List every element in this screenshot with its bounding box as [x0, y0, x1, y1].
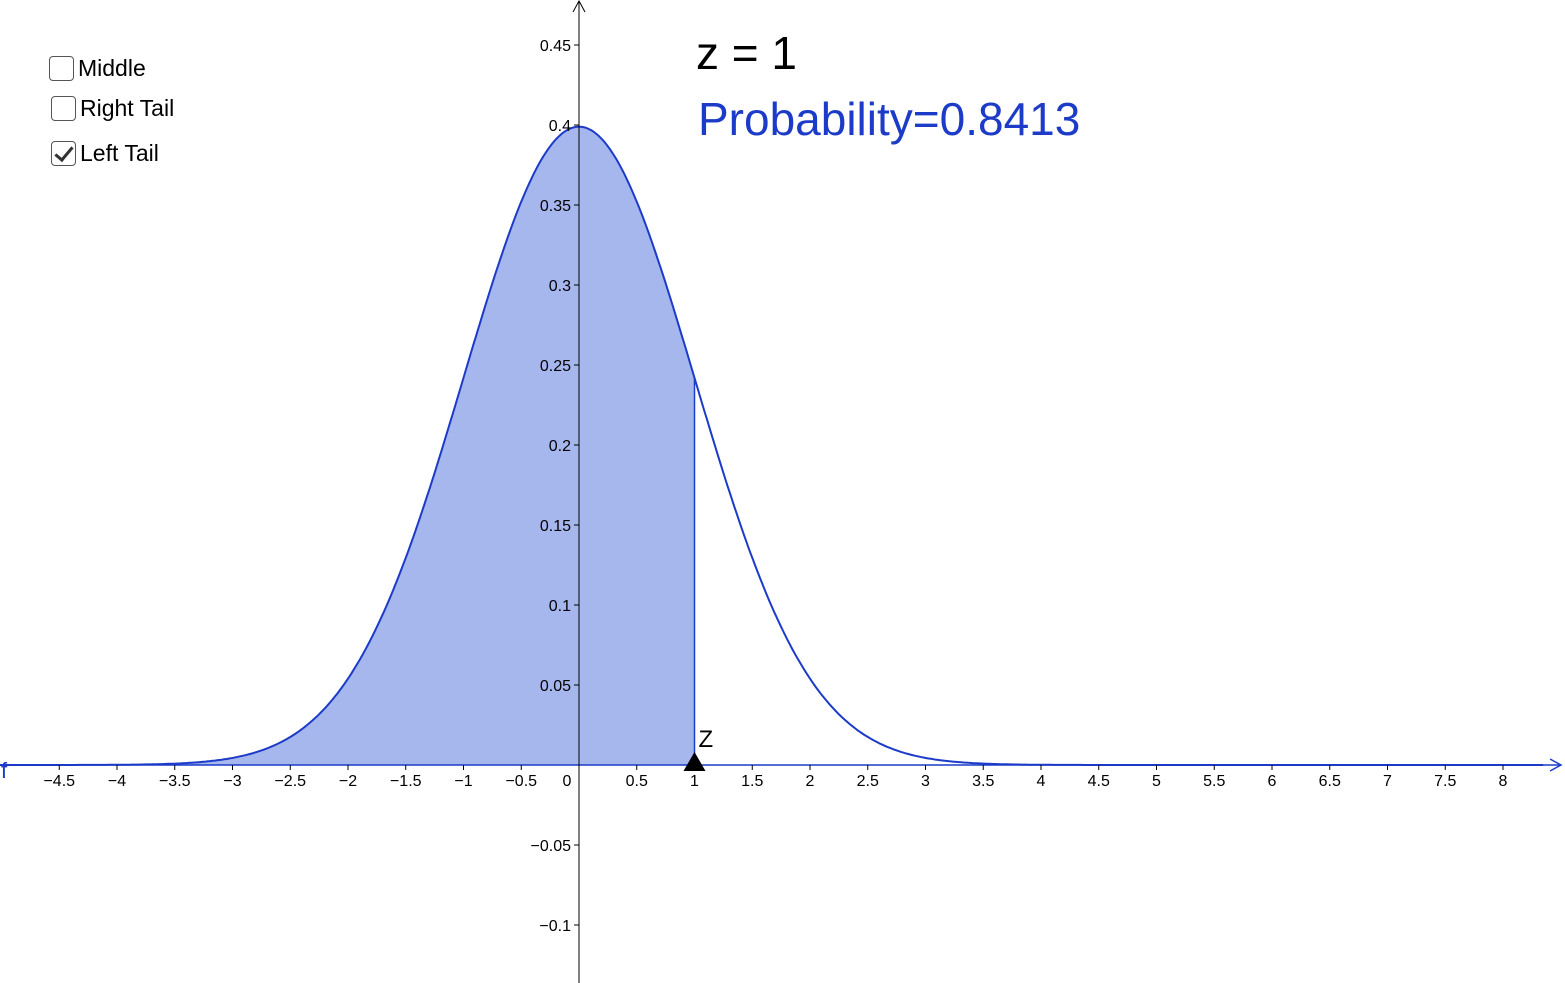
y-tick-label: 0.25: [540, 358, 571, 375]
x-tick-label: −3: [223, 773, 241, 790]
x-tick-label: 1.5: [741, 773, 763, 790]
x-tick-label: 7: [1383, 773, 1392, 790]
checkbox-left-tail-box[interactable]: [51, 141, 76, 166]
x-tick-label: −2: [339, 773, 357, 790]
x-tick-label: −4.5: [43, 773, 75, 790]
x-tick-label: 1: [690, 773, 699, 790]
probability-readout: Probability=0.8413: [698, 93, 1081, 145]
x-tick-label: −3.5: [159, 773, 191, 790]
checkbox-left-tail[interactable]: Left Tail: [51, 140, 159, 167]
y-tick-labels: 0.45 0.4 0.35 0.3 0.25 0.2 0.15 0.1 0.05 −0.05 −0.…: [531, 38, 579, 935]
x-tick-label: −1.5: [390, 773, 422, 790]
normal-density-curve[interactable]: [0, 125, 1544, 766]
x-tick-label: 6.5: [1319, 773, 1341, 790]
checkbox-right-tail[interactable]: Right Tail: [51, 95, 174, 122]
x-tick-label: 0.5: [626, 773, 648, 790]
x-tick-label: −2.5: [274, 773, 306, 790]
checkbox-middle-label: Middle: [78, 55, 146, 81]
shaded-left-tail-area: [0, 126, 695, 765]
y-tick-label: 0.1: [549, 598, 571, 615]
checkbox-middle[interactable]: Middle: [49, 55, 146, 82]
x-tick-label: 5: [1152, 773, 1161, 790]
x-tick-label: 2.5: [857, 773, 879, 790]
checkbox-left-tail-label: Left Tail: [80, 140, 159, 166]
y-axis-arrow-icon: [572, 0, 586, 13]
x-tick-label: 5.5: [1203, 773, 1225, 790]
y-tick-label: −0.05: [531, 838, 572, 855]
y-tick-label: 0.45: [540, 38, 571, 55]
y-tick-label: −0.1: [539, 918, 571, 935]
z-value-readout: z = 1: [696, 27, 798, 79]
x-tick-label: 4.5: [1088, 773, 1110, 790]
x-tick-label: 7.5: [1434, 773, 1456, 790]
z-point-label: Z: [699, 726, 714, 753]
x-tick-label: −1: [454, 773, 472, 790]
x-tick-label: 3.5: [972, 773, 994, 790]
x-tick-label: 2: [806, 773, 815, 790]
x-tick-labels: −4.5 −4 −3.5 −3 −2.5 −2 −1.5 −1 −0.5 0 0.5 1 1.5 2 2.5…: [43, 765, 1508, 790]
x-tick-label: −4: [108, 773, 126, 790]
y-tick-label: 0.4: [549, 118, 571, 135]
x-tick-label: 6: [1268, 773, 1277, 790]
y-tick-label: 0.15: [540, 518, 571, 535]
y-tick-label: 0.35: [540, 198, 571, 215]
z-point-triangle-icon[interactable]: [683, 752, 706, 771]
y-tick-label: 0.2: [549, 438, 571, 455]
x-axis-arrow-icon: [1549, 758, 1563, 772]
x-tick-label: 4: [1037, 773, 1046, 790]
x-tick-label: 3: [921, 773, 930, 790]
checkbox-right-tail-label: Right Tail: [80, 95, 175, 121]
function-label: f: [1, 758, 8, 783]
checkbox-middle-box[interactable]: [49, 56, 74, 81]
checkbox-right-tail-box[interactable]: [51, 96, 76, 121]
y-tick-label: 0.3: [549, 278, 571, 295]
x-tick-label: 8: [1499, 773, 1508, 790]
x-tick-label: −0.5: [505, 773, 537, 790]
x-tick-label: 0: [563, 773, 572, 790]
y-tick-label: 0.05: [540, 678, 571, 695]
